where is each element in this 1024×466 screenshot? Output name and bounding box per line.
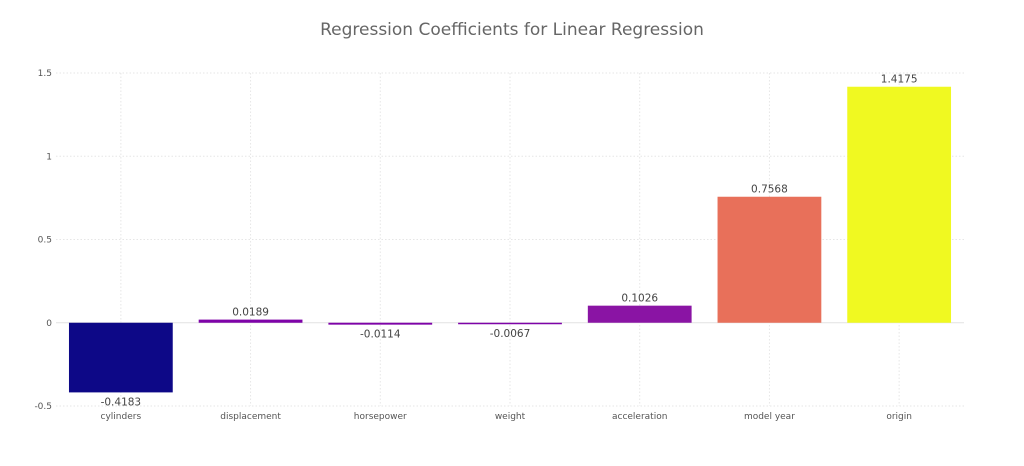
- y-tick-label: -0.5: [34, 402, 52, 412]
- x-tick-label: horsepower: [354, 412, 407, 422]
- bar-model-year[interactable]: [717, 196, 822, 323]
- data-label: -0.4183: [101, 396, 142, 408]
- y-tick-label: 1: [46, 152, 52, 162]
- grid-layer: [56, 72, 964, 407]
- data-label: 0.7568: [751, 184, 788, 196]
- y-tick-label: 1.5: [38, 69, 52, 79]
- x-tick-label: acceleration: [612, 412, 667, 422]
- data-label: -0.0067: [490, 328, 531, 340]
- chart-title: Regression Coefficients for Linear Regre…: [320, 20, 704, 40]
- x-tick-label: model year: [744, 412, 795, 422]
- y-tick-label: 0: [46, 319, 52, 329]
- bars-layer: [68, 86, 952, 393]
- x-tick-label: origin: [886, 412, 912, 422]
- bar-origin[interactable]: [847, 86, 952, 323]
- data-label: 0.1026: [621, 293, 658, 305]
- data-labels: -0.4183 0.0189 -0.0114 -0.0067 0.1026 0.7568 1…: [101, 74, 918, 409]
- bar-displacement[interactable]: [198, 319, 303, 323]
- y-axis: -0.5 0 0.5 1 1.5: [34, 69, 52, 412]
- bar-acceleration[interactable]: [587, 305, 692, 323]
- bar-weight[interactable]: [458, 322, 562, 325]
- x-tick-label: displacement: [220, 412, 281, 422]
- x-axis: cylinders displacement horsepower weight acc…: [101, 412, 912, 422]
- x-tick-label: cylinders: [101, 412, 142, 422]
- x-tick-label: weight: [495, 412, 526, 422]
- bar-cylinders[interactable]: [68, 322, 173, 393]
- data-label: -0.0114: [360, 329, 401, 341]
- bar-horsepower[interactable]: [328, 322, 433, 325]
- data-label: 0.0189: [232, 307, 269, 319]
- y-tick-label: 0.5: [38, 236, 52, 246]
- data-label: 1.4175: [881, 74, 918, 86]
